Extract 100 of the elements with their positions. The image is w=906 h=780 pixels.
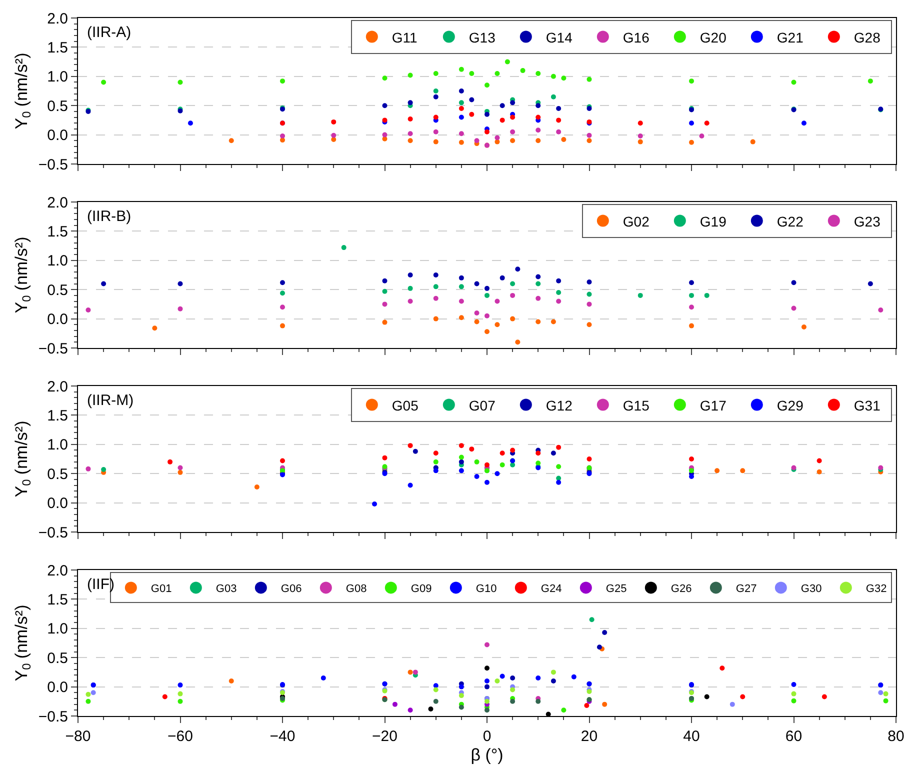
y-tick-label: 1.5 bbox=[47, 407, 68, 424]
point bbox=[689, 280, 694, 286]
legend-label: G22 bbox=[776, 213, 804, 230]
legend-label: G03 bbox=[216, 582, 237, 595]
legend-label: G10 bbox=[476, 582, 497, 595]
point bbox=[484, 82, 490, 88]
point bbox=[536, 281, 541, 286]
point bbox=[689, 323, 694, 328]
point bbox=[494, 322, 500, 328]
point bbox=[101, 80, 106, 85]
point bbox=[86, 692, 91, 697]
point bbox=[280, 323, 285, 328]
point bbox=[494, 298, 500, 304]
y-tick-label: 1.0 bbox=[47, 436, 68, 454]
x-tick-label: −60 bbox=[168, 728, 193, 745]
point bbox=[584, 702, 590, 708]
point bbox=[178, 691, 183, 696]
legend-label: G07 bbox=[468, 397, 496, 414]
point bbox=[704, 292, 710, 298]
point bbox=[458, 454, 464, 460]
point bbox=[878, 308, 884, 313]
point bbox=[816, 458, 822, 464]
point bbox=[510, 448, 516, 453]
point bbox=[484, 480, 490, 485]
point bbox=[458, 106, 464, 112]
point bbox=[689, 474, 694, 480]
point bbox=[484, 112, 490, 117]
legend-label: G28 bbox=[854, 29, 881, 46]
point bbox=[228, 138, 234, 144]
x-axis-title: β (°) bbox=[470, 745, 504, 764]
y-tick-label: −0.5 bbox=[38, 156, 68, 174]
point bbox=[494, 471, 500, 476]
point bbox=[433, 114, 438, 120]
point bbox=[382, 103, 388, 108]
point bbox=[382, 132, 388, 138]
point bbox=[791, 80, 796, 85]
point bbox=[791, 682, 796, 687]
point bbox=[458, 66, 464, 72]
point bbox=[589, 617, 594, 622]
point bbox=[178, 465, 183, 470]
point bbox=[510, 698, 516, 704]
y-tick-label: −0.5 bbox=[38, 524, 68, 542]
point bbox=[494, 135, 500, 140]
legend-label: G21 bbox=[776, 29, 804, 46]
point bbox=[536, 319, 541, 324]
point bbox=[474, 459, 480, 464]
legend-label: G08 bbox=[346, 582, 367, 595]
point bbox=[494, 678, 500, 684]
point bbox=[586, 76, 592, 82]
chart-title: (IIR-M) bbox=[87, 392, 134, 409]
point bbox=[392, 702, 398, 707]
point bbox=[556, 118, 562, 123]
point bbox=[408, 131, 413, 136]
x-tick-label: 0 bbox=[482, 728, 492, 745]
point bbox=[408, 72, 413, 78]
legend-label: G26 bbox=[670, 582, 692, 595]
point bbox=[484, 129, 490, 134]
point bbox=[586, 322, 592, 328]
y-tick-label: 0.5 bbox=[47, 98, 68, 115]
point bbox=[86, 466, 91, 472]
y-tick-label: 1.0 bbox=[47, 252, 68, 270]
point bbox=[382, 288, 388, 294]
legend-label: G15 bbox=[622, 397, 650, 414]
y-tick-label: 1.5 bbox=[47, 591, 68, 608]
point bbox=[458, 131, 464, 136]
point bbox=[484, 684, 490, 690]
point bbox=[433, 272, 438, 278]
point bbox=[638, 292, 643, 298]
point bbox=[474, 138, 480, 144]
point bbox=[178, 80, 183, 85]
point bbox=[791, 306, 796, 311]
point bbox=[602, 630, 608, 635]
point bbox=[433, 129, 438, 134]
point bbox=[556, 444, 562, 450]
point bbox=[556, 464, 562, 470]
point bbox=[408, 670, 413, 675]
point bbox=[550, 94, 556, 100]
point bbox=[822, 694, 827, 700]
point bbox=[433, 450, 438, 456]
y-tick-label: 2.0 bbox=[47, 10, 68, 28]
point bbox=[484, 292, 490, 298]
point bbox=[510, 462, 516, 468]
point bbox=[458, 443, 464, 448]
point bbox=[280, 78, 285, 84]
point bbox=[500, 450, 505, 456]
point bbox=[536, 450, 541, 456]
legend-label: G30 bbox=[800, 582, 822, 595]
point bbox=[510, 138, 516, 144]
point bbox=[561, 136, 566, 142]
point bbox=[550, 670, 556, 675]
point bbox=[868, 78, 873, 84]
y-tick-label: 1.0 bbox=[47, 68, 68, 86]
legend-label: G27 bbox=[736, 582, 757, 595]
point bbox=[254, 484, 260, 490]
legend-label: G02 bbox=[622, 213, 650, 230]
point bbox=[86, 698, 91, 704]
point bbox=[372, 501, 378, 506]
point bbox=[474, 319, 480, 324]
point bbox=[331, 119, 336, 124]
point bbox=[689, 304, 694, 310]
